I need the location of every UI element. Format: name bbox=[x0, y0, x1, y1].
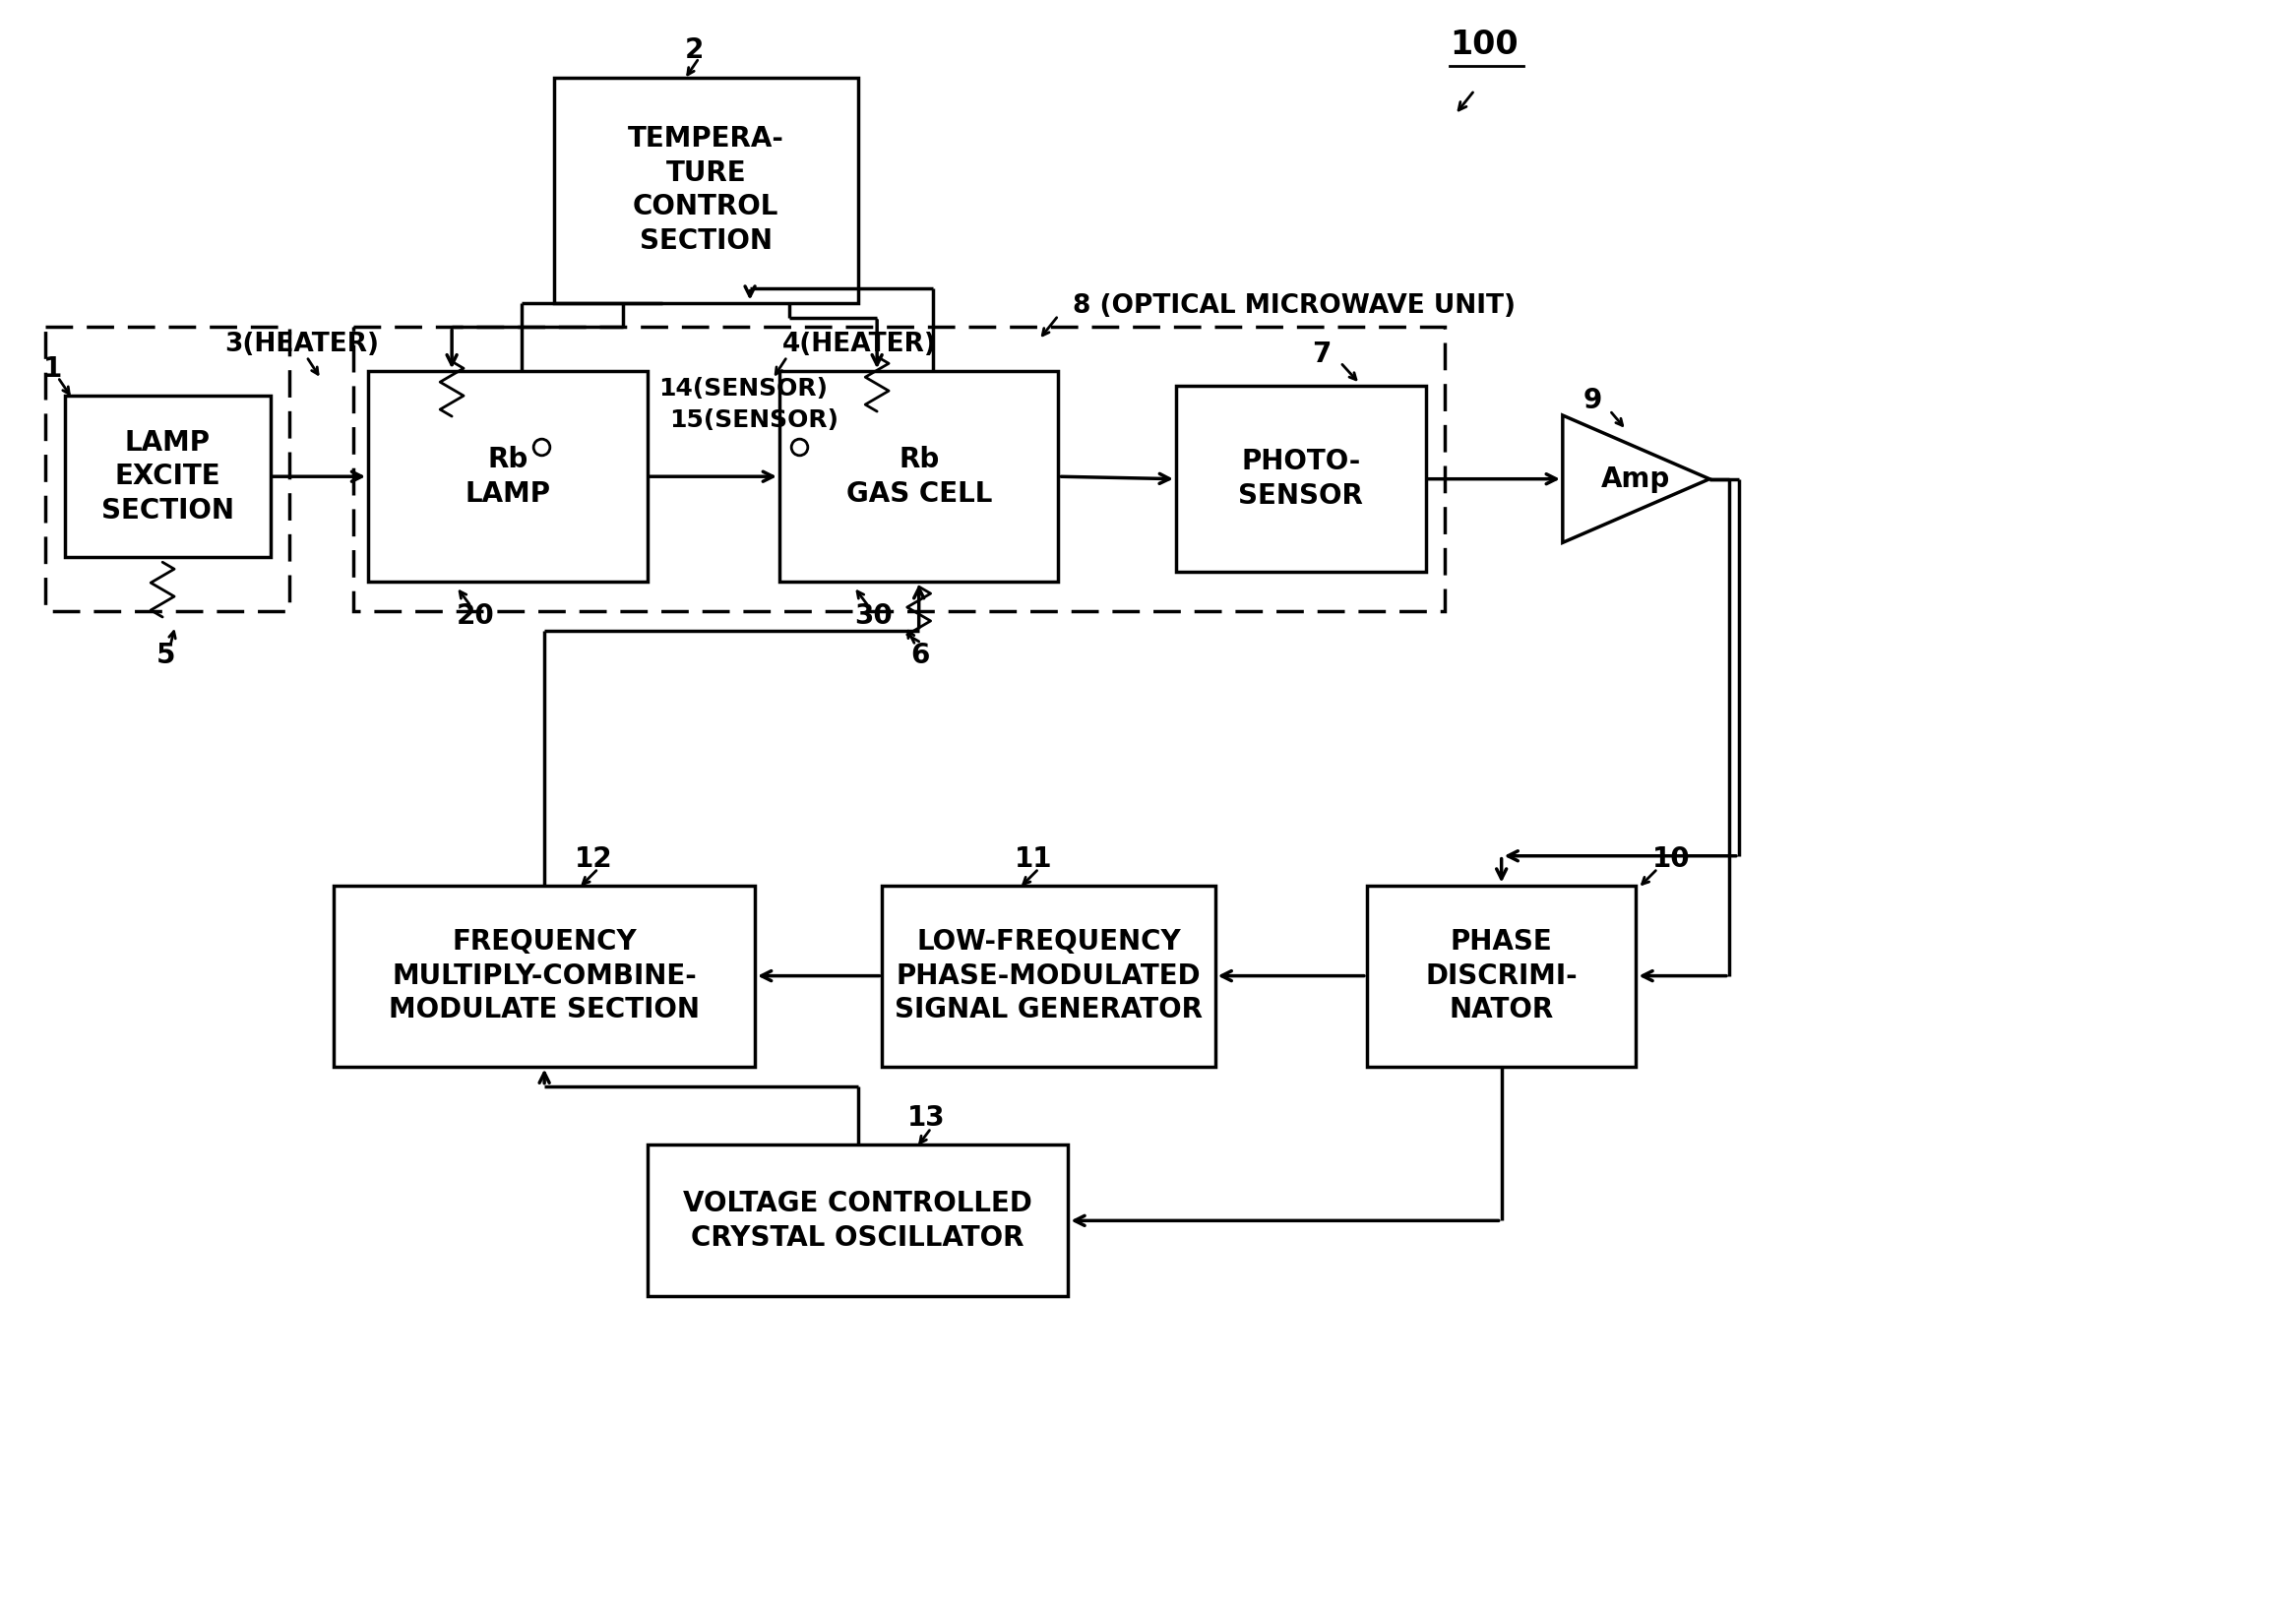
Text: 13: 13 bbox=[907, 1104, 946, 1132]
Text: 7: 7 bbox=[1311, 341, 1332, 369]
Text: 20: 20 bbox=[457, 602, 496, 630]
Text: 2: 2 bbox=[684, 37, 703, 64]
Bar bbox=[64, 396, 271, 557]
Bar bbox=[778, 372, 1058, 581]
Bar bbox=[647, 1145, 1068, 1296]
Text: FREQUENCY
MULTIPLY-COMBINE-
MODULATE SECTION: FREQUENCY MULTIPLY-COMBINE- MODULATE SEC… bbox=[388, 927, 700, 1024]
Polygon shape bbox=[1564, 415, 1711, 543]
Text: 14(SENSOR): 14(SENSOR) bbox=[659, 377, 829, 401]
Text: 10: 10 bbox=[1653, 845, 1690, 873]
Text: LOW-FREQUENCY
PHASE-MODULATED
SIGNAL GENERATOR: LOW-FREQUENCY PHASE-MODULATED SIGNAL GEN… bbox=[895, 927, 1203, 1024]
Bar bbox=[46, 327, 289, 612]
Text: 15(SENSOR): 15(SENSOR) bbox=[670, 409, 838, 431]
Text: 11: 11 bbox=[1015, 845, 1054, 873]
Text: 100: 100 bbox=[1451, 29, 1518, 61]
Text: 5: 5 bbox=[156, 641, 174, 670]
Text: 30: 30 bbox=[854, 602, 893, 630]
Bar bbox=[1176, 386, 1426, 572]
Text: 6: 6 bbox=[912, 641, 930, 670]
Bar bbox=[354, 327, 1444, 612]
Text: 1: 1 bbox=[44, 356, 62, 383]
Bar bbox=[882, 886, 1215, 1066]
Bar bbox=[1366, 886, 1637, 1066]
Text: VOLTAGE CONTROLLED
CRYSTAL OSCILLATOR: VOLTAGE CONTROLLED CRYSTAL OSCILLATOR bbox=[684, 1190, 1033, 1251]
Text: LAMP
EXCITE
SECTION: LAMP EXCITE SECTION bbox=[101, 428, 234, 525]
Bar bbox=[553, 77, 859, 303]
Text: PHASE
DISCRIMI-
NATOR: PHASE DISCRIMI- NATOR bbox=[1426, 927, 1577, 1024]
Text: 3(HEATER): 3(HEATER) bbox=[225, 332, 379, 357]
Text: 9: 9 bbox=[1582, 386, 1603, 414]
Text: 4(HEATER): 4(HEATER) bbox=[783, 332, 937, 357]
Bar bbox=[333, 886, 755, 1066]
Text: 8 (OPTICAL MICROWAVE UNIT): 8 (OPTICAL MICROWAVE UNIT) bbox=[1072, 293, 1515, 319]
Text: PHOTO-
SENSOR: PHOTO- SENSOR bbox=[1238, 448, 1364, 510]
Text: Amp: Amp bbox=[1603, 465, 1671, 493]
Text: Rb
GAS CELL: Rb GAS CELL bbox=[845, 446, 992, 507]
Bar bbox=[367, 372, 647, 581]
Text: 12: 12 bbox=[574, 845, 613, 873]
Text: TEMPERA-
TURE
CONTROL
SECTION: TEMPERA- TURE CONTROL SECTION bbox=[627, 126, 785, 254]
Text: Rb
LAMP: Rb LAMP bbox=[464, 446, 551, 507]
